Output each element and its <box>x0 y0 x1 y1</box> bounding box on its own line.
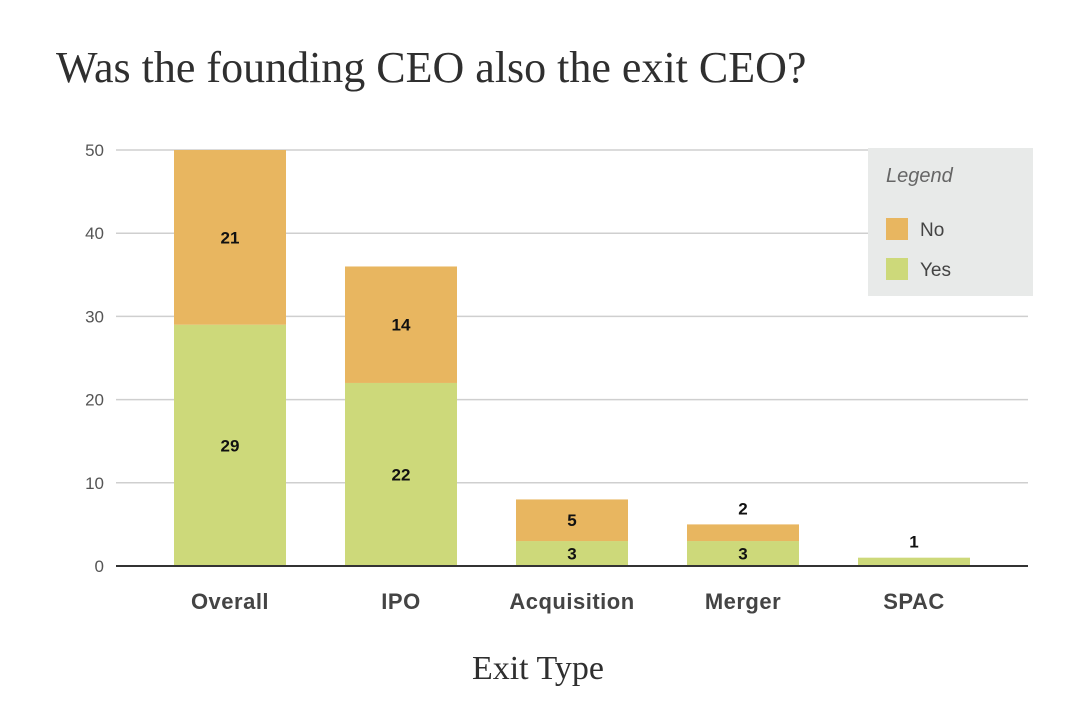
data-label-no-ipo: 14 <box>392 316 411 335</box>
y-tick-label: 30 <box>85 307 104 326</box>
x-tick-label: Acquisition <box>509 589 634 614</box>
y-tick-label: 50 <box>85 141 104 160</box>
bar-no-acquisition <box>516 499 628 542</box>
legend-swatch-no <box>886 218 908 240</box>
data-label-yes-spac: 1 <box>909 533 918 552</box>
legend: Legend No Yes <box>868 148 1033 296</box>
data-label-yes-merger: 3 <box>738 545 747 564</box>
x-axis-label: Exit Type <box>472 650 604 687</box>
bar-no-ipo <box>345 266 457 383</box>
data-label-no-merger: 2 <box>738 499 747 518</box>
bar-no-overall <box>174 150 286 325</box>
x-tick-label: IPO <box>381 589 420 614</box>
bar-yes-overall <box>174 324 286 566</box>
bar-yes-acquisition <box>516 541 628 566</box>
x-tick-label: Merger <box>705 589 781 614</box>
bar-yes-merger <box>687 541 799 566</box>
data-label-yes-acquisition: 3 <box>567 545 576 564</box>
bars <box>174 150 970 566</box>
data-label-no-acquisition: 5 <box>567 511 576 530</box>
x-axis-ticks: Overall IPO Acquisition Merger SPAC <box>191 589 945 614</box>
y-tick-label: 40 <box>85 224 104 243</box>
data-label-yes-overall: 29 <box>221 436 240 455</box>
legend-swatch-yes <box>886 258 908 280</box>
bar-yes-ipo <box>345 382 457 566</box>
y-tick-label: 20 <box>85 391 104 410</box>
x-tick-label: SPAC <box>883 589 945 614</box>
y-tick-label: 10 <box>85 474 104 493</box>
y-axis-ticks: 0 10 20 30 40 50 <box>85 141 104 576</box>
chart-title: Was the founding CEO also the exit CEO? <box>56 43 806 92</box>
x-tick-label: Overall <box>191 589 269 614</box>
legend-title: Legend <box>886 165 954 187</box>
bar-no-merger <box>687 524 799 542</box>
bar-yes-spac <box>858 557 970 566</box>
y-tick-label: 0 <box>95 557 104 576</box>
legend-label-yes: Yes <box>920 260 951 281</box>
data-label-no-overall: 21 <box>221 228 240 247</box>
data-label-yes-ipo: 22 <box>392 465 411 484</box>
legend-label-no: No <box>920 220 944 241</box>
